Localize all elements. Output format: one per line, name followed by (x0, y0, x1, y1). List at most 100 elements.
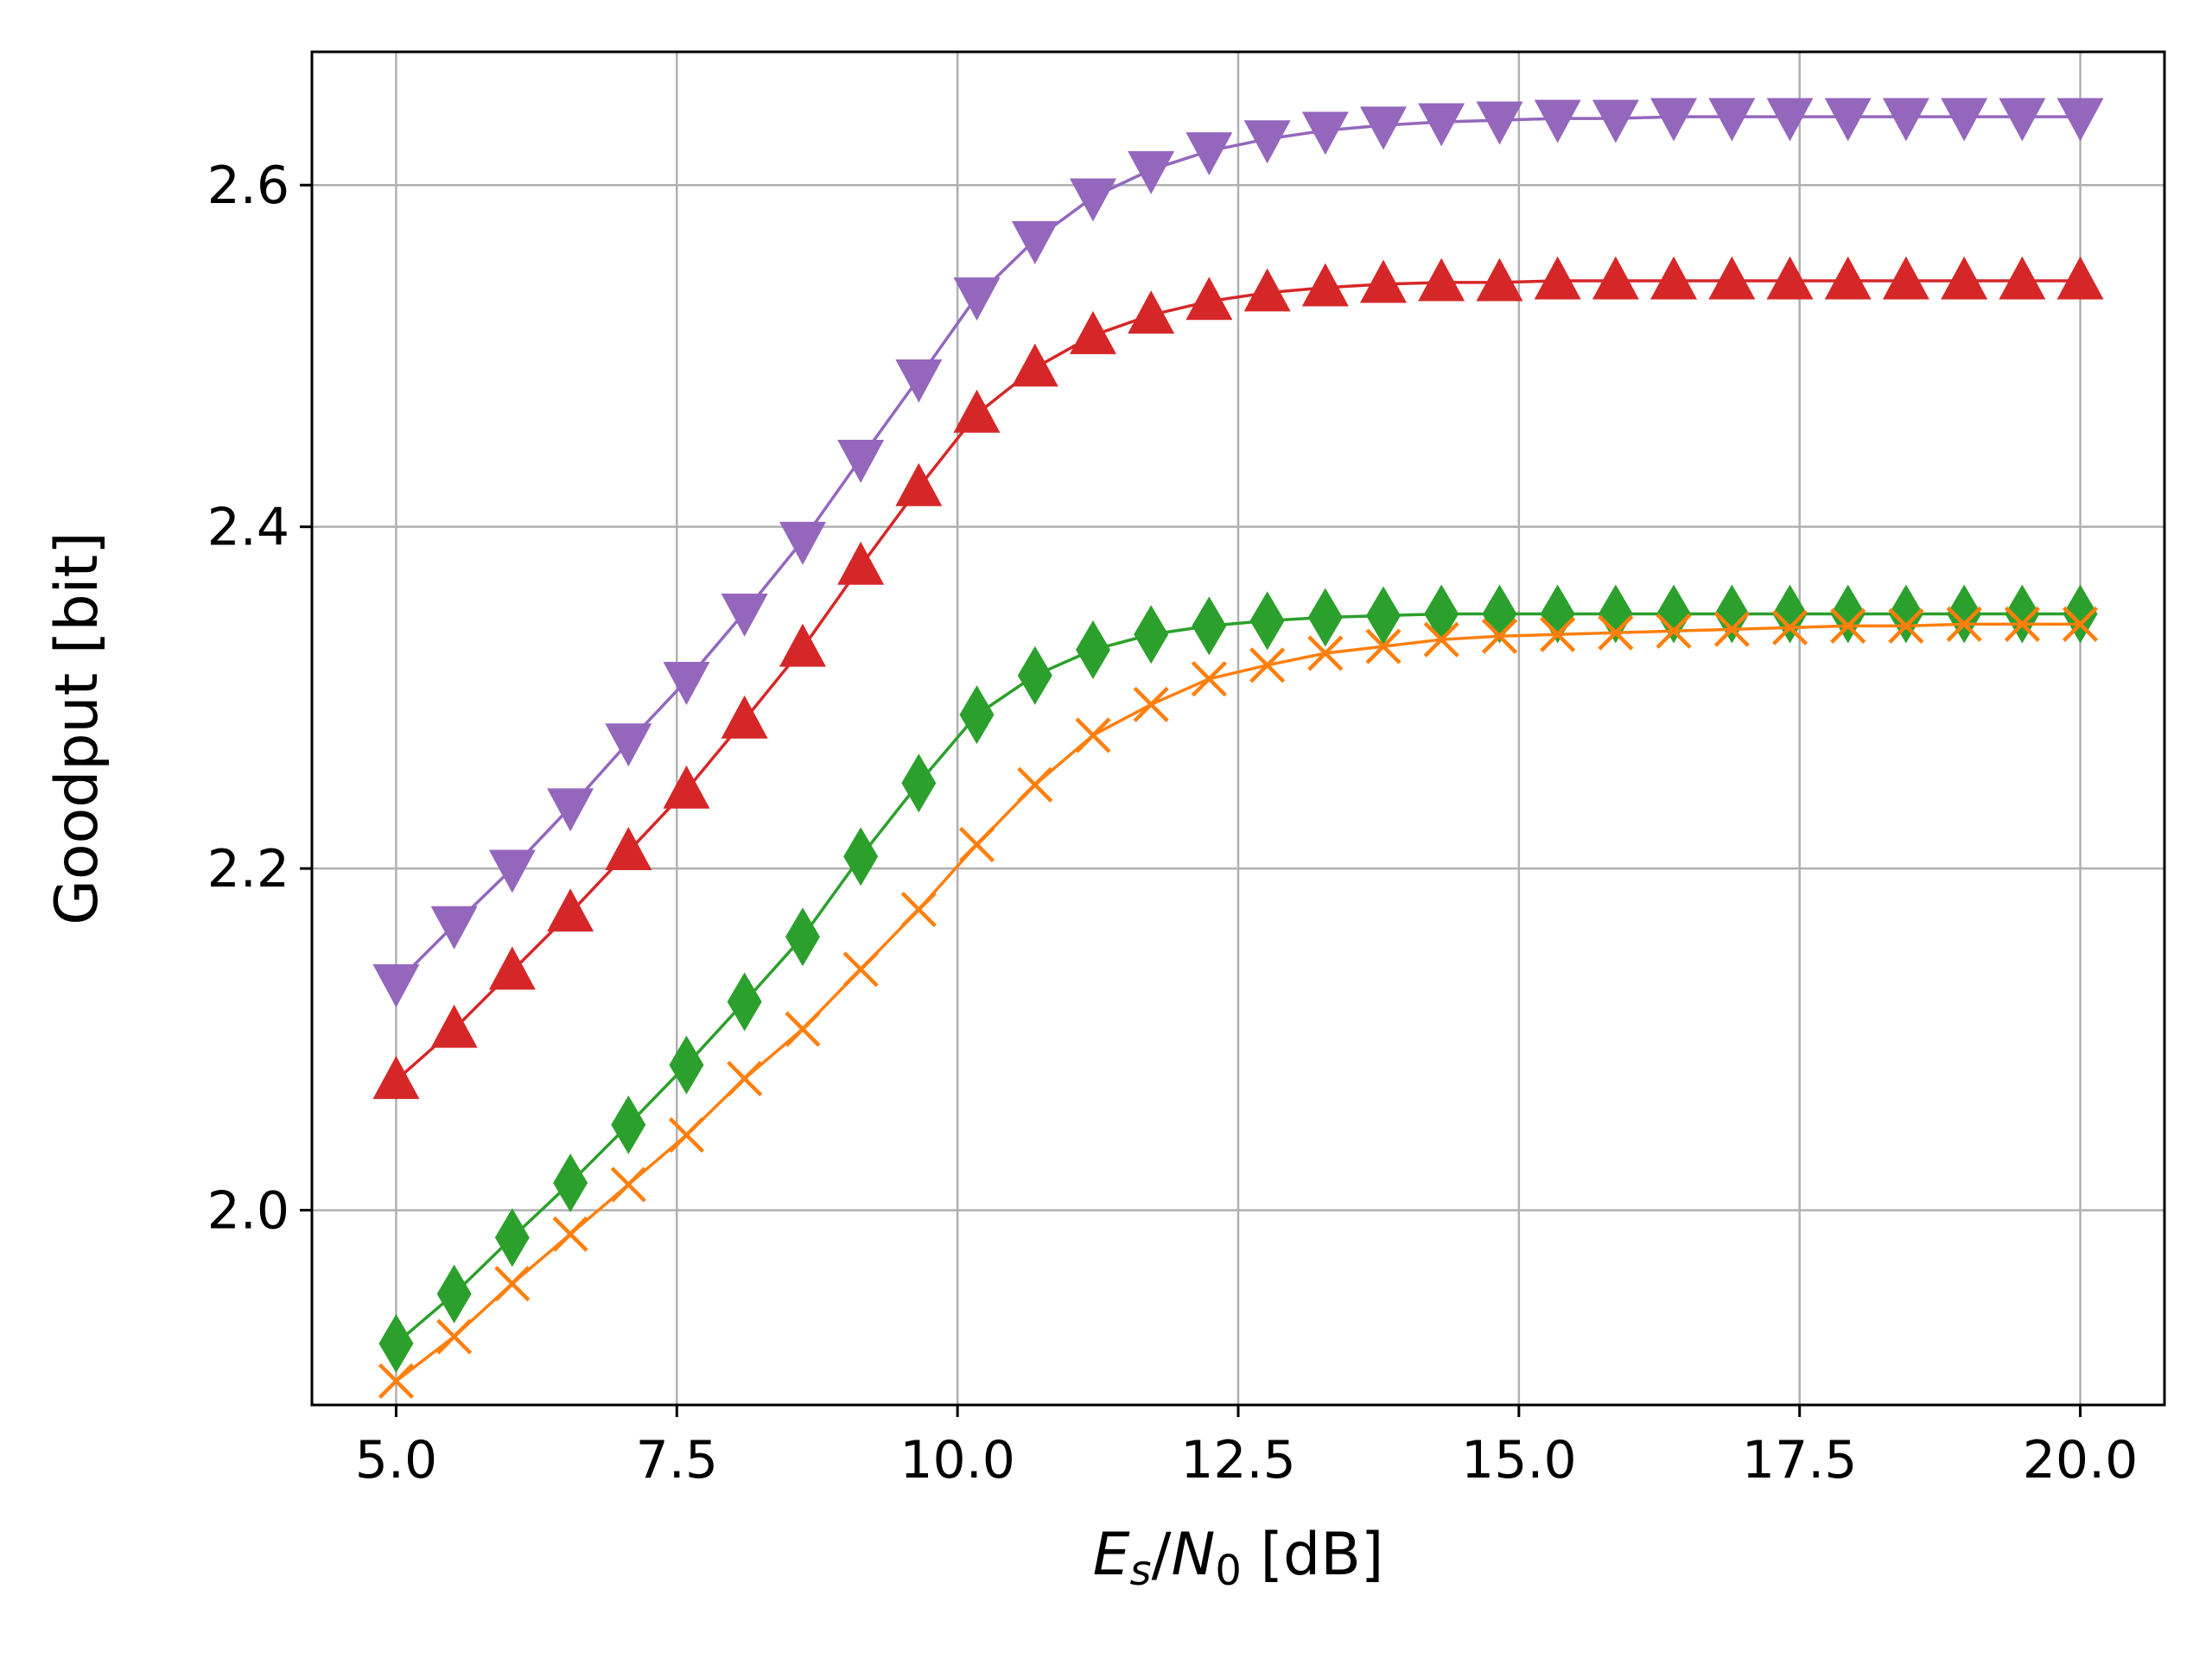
data-point-purple (663, 662, 710, 705)
y-tick-label: 2.4 (207, 498, 289, 558)
data-point-red (1882, 256, 1929, 300)
data-point-purple (1592, 99, 1639, 143)
data-point-orange (668, 1116, 705, 1154)
data-point-green (611, 1095, 646, 1154)
data-point-green (1192, 596, 1227, 656)
data-point-red (663, 765, 710, 809)
data-point-red (1069, 310, 1116, 354)
data-point-red (547, 888, 594, 932)
data-point-purple (1941, 98, 1988, 142)
data-point-purple (1534, 99, 1581, 143)
x-tick-label: 17.5 (1742, 1430, 1858, 1491)
data-point-orange (1191, 661, 1227, 697)
data-point-red (1708, 256, 1756, 300)
data-point-orange (552, 1216, 588, 1252)
data-point-purple (953, 277, 1001, 321)
data-point-purple (721, 593, 768, 637)
data-point-red (1011, 343, 1058, 387)
data-point-orange (436, 1319, 473, 1355)
data-point-purple (1185, 132, 1233, 176)
series-layer (372, 98, 2104, 1399)
data-point-orange (1133, 686, 1169, 722)
data-point-green (1947, 584, 1982, 644)
data-point-orange (1365, 628, 1402, 664)
data-point-orange (1771, 609, 1808, 645)
y-tick-label: 2.0 (207, 1181, 289, 1242)
data-point-red (1128, 290, 1175, 334)
data-point-orange (610, 1166, 646, 1203)
data-point-orange (1249, 647, 1286, 683)
data-point-red (895, 462, 943, 506)
data-point-purple (1650, 98, 1698, 142)
data-point-purple (895, 359, 943, 404)
data-point-purple (1476, 101, 1523, 145)
y-tick-label: 2.6 (207, 156, 289, 216)
data-point-purple (547, 788, 594, 832)
data-point-red (1243, 268, 1291, 312)
x-label-unit: [dB] (1242, 1521, 1384, 1589)
data-point-green (959, 685, 995, 745)
data-point-red (1824, 256, 1872, 300)
data-point-orange (900, 891, 937, 928)
data-point-orange (1017, 766, 1053, 803)
data-point-orange (1830, 607, 1866, 644)
data-point-green (785, 907, 820, 967)
data-point-red (1476, 257, 1523, 302)
data-point-purple (1301, 111, 1349, 156)
data-point-purple (2056, 98, 2104, 142)
x-label-slash: / (1152, 1521, 1172, 1589)
x-tick-label: 5.0 (355, 1430, 437, 1491)
data-point-green (2063, 584, 2098, 644)
data-point-red (1534, 256, 1581, 300)
data-point-purple (1128, 150, 1175, 194)
data-point-purple (1243, 120, 1291, 164)
data-point-purple (1708, 98, 1756, 142)
data-point-orange (1656, 613, 1692, 649)
data-point-green (1307, 588, 1343, 647)
data-point-red (430, 1004, 478, 1048)
y-axis-label: Goodput [bit] (43, 531, 111, 925)
x-tick-label: 10.0 (899, 1430, 1015, 1491)
data-point-green (1830, 584, 1866, 644)
data-point-purple (1999, 98, 2046, 142)
data-point-orange (842, 951, 879, 988)
data-point-red (372, 1055, 420, 1099)
data-point-purple (605, 723, 652, 767)
data-point-green (1017, 645, 1052, 705)
data-point-red (1941, 256, 1988, 300)
data-point-purple (1069, 178, 1116, 222)
series-purple (372, 98, 2104, 1007)
data-point-green (553, 1153, 588, 1212)
data-point-green (1540, 584, 1575, 644)
data-point-green (1249, 591, 1285, 651)
series-green (378, 584, 2098, 1373)
data-point-orange (958, 826, 995, 863)
data-point-green (2005, 584, 2040, 644)
data-point-red (488, 946, 536, 990)
data-point-orange (378, 1363, 415, 1399)
data-point-red (1360, 259, 1408, 303)
data-point-purple (1882, 98, 1929, 142)
data-point-green (1366, 586, 1402, 645)
data-point-red (1418, 257, 1465, 302)
x-label-s: s (1130, 1547, 1152, 1595)
x-label-e: E (1093, 1521, 1130, 1589)
data-point-purple (372, 964, 420, 1007)
data-point-orange (727, 1060, 763, 1096)
data-point-orange (494, 1266, 531, 1302)
data-point-green (1888, 584, 1923, 644)
data-point-purple (1360, 106, 1408, 150)
x-axis-label: Es/N0 [dB] (1093, 1521, 1384, 1595)
data-point-red (1766, 256, 1814, 300)
data-point-orange (1481, 618, 1518, 654)
data-point-purple (779, 521, 826, 565)
data-point-orange (1307, 635, 1344, 671)
y-tick-label: 2.2 (207, 839, 289, 899)
data-point-orange (1075, 717, 1111, 753)
data-point-red (953, 389, 1001, 433)
data-point-red (1999, 256, 2046, 300)
data-point-orange (2004, 606, 2040, 642)
data-point-green (669, 1035, 704, 1095)
